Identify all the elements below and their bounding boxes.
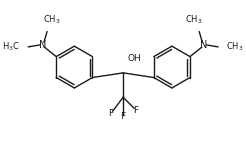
Text: N: N bbox=[39, 40, 46, 50]
Text: CH$_3$: CH$_3$ bbox=[226, 41, 244, 53]
Text: CH$_3$: CH$_3$ bbox=[43, 14, 61, 26]
Text: F: F bbox=[121, 112, 126, 121]
Text: N: N bbox=[200, 40, 208, 50]
Text: H$_3$C: H$_3$C bbox=[2, 41, 20, 53]
Text: CH$_3$: CH$_3$ bbox=[185, 14, 203, 26]
Text: OH: OH bbox=[127, 54, 141, 63]
Text: F: F bbox=[108, 110, 113, 118]
Text: F: F bbox=[133, 105, 138, 115]
